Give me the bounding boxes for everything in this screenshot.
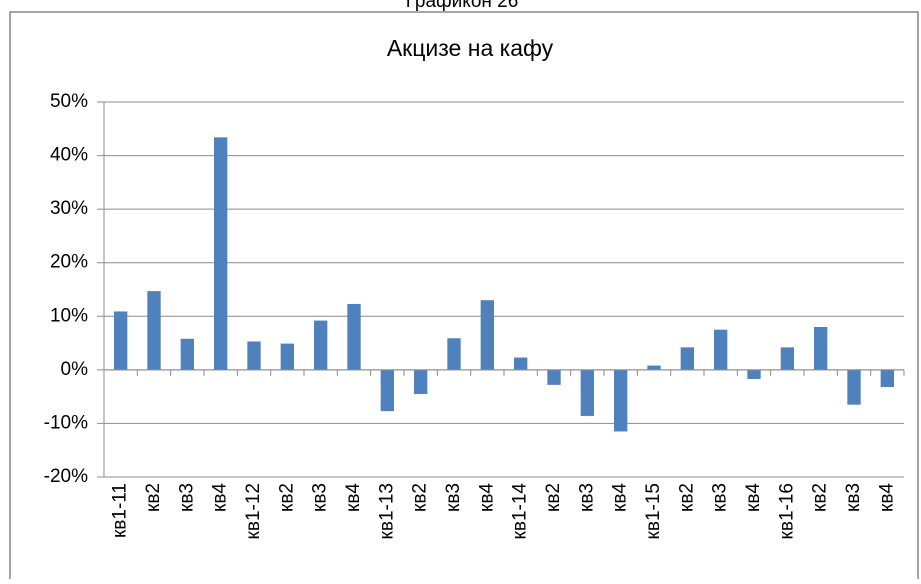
- bar: [347, 303, 361, 370]
- x-tick-label: кв1-15: [643, 483, 664, 539]
- x-tick-label: кв1-12: [243, 483, 264, 539]
- x-tick-label: кв2: [543, 483, 564, 512]
- bar: [780, 347, 794, 370]
- chart-caption: Графикон 26: [406, 0, 519, 12]
- bar: [814, 327, 828, 370]
- bar: [147, 291, 161, 370]
- chart-frame: [9, 11, 919, 583]
- bar: [714, 329, 728, 370]
- x-tick-label: кв1-11: [110, 483, 131, 538]
- x-tick-label: кв4: [610, 483, 631, 512]
- x-tick-label: кв3: [843, 483, 864, 512]
- y-tick-label: 30%: [50, 198, 88, 219]
- bar: [447, 338, 461, 370]
- x-tick-label: кв2: [276, 483, 297, 512]
- x-tick-label: кв2: [410, 483, 431, 512]
- x-tick-label: кв3: [710, 483, 731, 512]
- y-tick-label: -10%: [44, 412, 88, 433]
- bar: [680, 347, 694, 370]
- bar: [514, 357, 528, 370]
- x-tick-label: кв1-14: [510, 483, 531, 540]
- x-tick-label: кв1-16: [776, 483, 797, 539]
- y-tick-label: 10%: [50, 305, 88, 326]
- bar: [214, 137, 228, 370]
- y-tick-label: 50%: [50, 91, 88, 112]
- bar: [614, 369, 628, 432]
- x-tick-label: кв3: [443, 483, 464, 512]
- bar: [647, 365, 661, 370]
- bar: [747, 369, 761, 379]
- bar: [114, 311, 128, 370]
- x-tick-label: кв4: [343, 483, 364, 512]
- y-tick-label: 20%: [50, 252, 88, 273]
- bar: [547, 369, 561, 385]
- x-tick-label: кв1-13: [376, 483, 397, 539]
- x-tick-label: кв3: [176, 483, 197, 512]
- x-tick-label: кв4: [876, 483, 897, 512]
- bar: [580, 369, 594, 416]
- x-tick-label: кв2: [810, 483, 831, 512]
- bar: [280, 343, 294, 370]
- y-tick-label: -20%: [44, 466, 88, 487]
- bar: [880, 369, 894, 387]
- x-tick-label: кв3: [576, 483, 597, 512]
- bar: [314, 320, 328, 370]
- x-tick-label: кв4: [743, 483, 764, 512]
- x-tick-label: кв3: [310, 483, 331, 512]
- y-tick-label: 0%: [61, 359, 89, 380]
- bar: [247, 341, 261, 370]
- y-tick-label: 40%: [50, 145, 88, 166]
- bar: [380, 369, 394, 412]
- x-tick-label: кв2: [676, 483, 697, 512]
- x-tick-label: кв4: [210, 483, 231, 512]
- bar: [847, 369, 861, 405]
- bar: [180, 338, 194, 370]
- bar: [414, 369, 428, 394]
- chart-title: Акцизе на кафу: [387, 35, 554, 61]
- x-tick-label: кв2: [143, 483, 164, 512]
- bar: [480, 300, 494, 370]
- x-tick-label: кв4: [476, 483, 497, 512]
